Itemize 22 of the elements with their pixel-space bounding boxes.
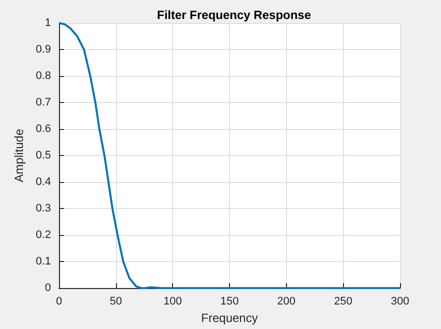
y-tick-label: 0.5 — [36, 150, 51, 162]
y-tick-label: 0.9 — [36, 44, 51, 56]
x-tick-label: 200 — [277, 296, 296, 308]
y-axis-title: Amplitude — [12, 128, 26, 182]
y-tick-label: 0 — [44, 282, 51, 294]
y-tick-label: 0.1 — [36, 256, 51, 268]
y-tick-label: 1 — [44, 17, 51, 29]
x-tick-label: 100 — [163, 296, 182, 308]
x-tick-label: 300 — [390, 296, 410, 308]
x-axis-title: Frequency — [201, 311, 258, 325]
x-tick-label: 250 — [334, 296, 352, 308]
y-tick-label: 0.8 — [36, 70, 51, 82]
x-tick-label: 150 — [220, 296, 239, 308]
x-tick-label: 50 — [110, 296, 122, 308]
x-tick-label: 0 — [56, 296, 62, 308]
chart-title: Filter Frequency Response — [156, 8, 312, 22]
y-tick-label: 0.7 — [36, 96, 51, 109]
y-tick-label: 0.4 — [36, 176, 51, 188]
y-tick-label: 0.6 — [36, 123, 51, 136]
y-tick-label: 0.3 — [36, 202, 51, 215]
y-tick-label: 0.2 — [36, 229, 51, 242]
line-series — [58, 22, 401, 290]
